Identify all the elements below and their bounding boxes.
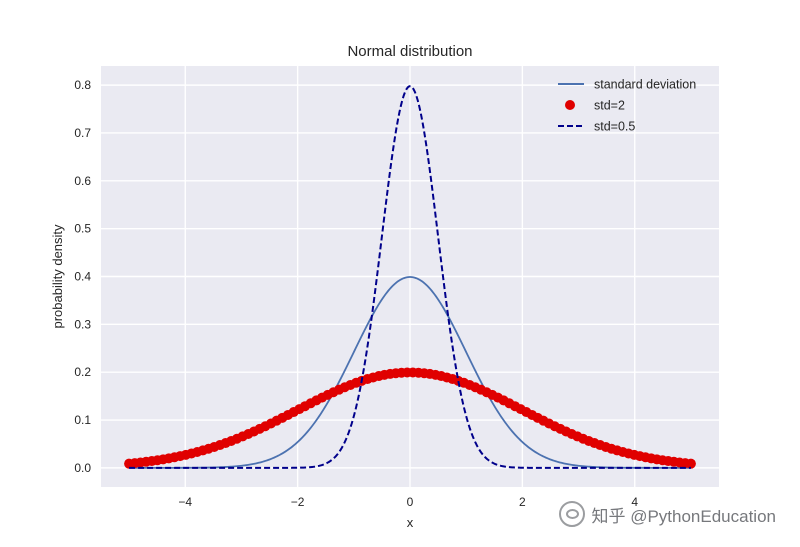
legend-label: std=2	[594, 99, 625, 113]
series-markers	[124, 367, 696, 469]
y-tick-label: 0.1	[74, 413, 91, 427]
chart-title: Normal distribution	[347, 43, 472, 60]
y-tick-label: 0.3	[74, 317, 91, 331]
data-point	[685, 458, 696, 469]
y-tick-label: 0.8	[74, 78, 91, 92]
wechat-logo-icon	[559, 501, 586, 527]
series-layer	[124, 85, 696, 469]
x-tick-label: −4	[178, 495, 192, 509]
watermark: 知乎 @PythonEducation	[559, 501, 776, 527]
x-axis-label: x	[407, 515, 414, 530]
y-ticks: 0.0 0.1 0.2 0.3 0.4 0.5 0.6 0.7 0.8	[74, 78, 91, 475]
x-tick-label: −2	[291, 495, 305, 509]
series-line-dashed	[129, 85, 691, 469]
legend-marker	[565, 100, 575, 110]
x-ticks: −4 −2 0 2 4	[178, 495, 638, 509]
x-tick-label: 2	[519, 495, 526, 509]
y-tick-label: 0.7	[74, 126, 91, 140]
y-tick-label: 0.2	[74, 365, 91, 379]
y-tick-label: 0.5	[74, 222, 91, 236]
legend: standard deviation std=2 std=0.5	[558, 78, 696, 134]
x-tick-label: 0	[407, 495, 414, 509]
x-tick-label: 4	[631, 495, 638, 509]
legend-label: std=0.5	[594, 120, 635, 134]
y-tick-label: 0.6	[74, 174, 91, 188]
y-axis-label: probability density	[50, 224, 65, 329]
watermark-text: 知乎 @PythonEducation	[591, 506, 776, 526]
legend-label: standard deviation	[594, 78, 696, 92]
y-tick-label: 0.0	[74, 461, 91, 475]
y-tick-label: 0.4	[74, 270, 91, 284]
